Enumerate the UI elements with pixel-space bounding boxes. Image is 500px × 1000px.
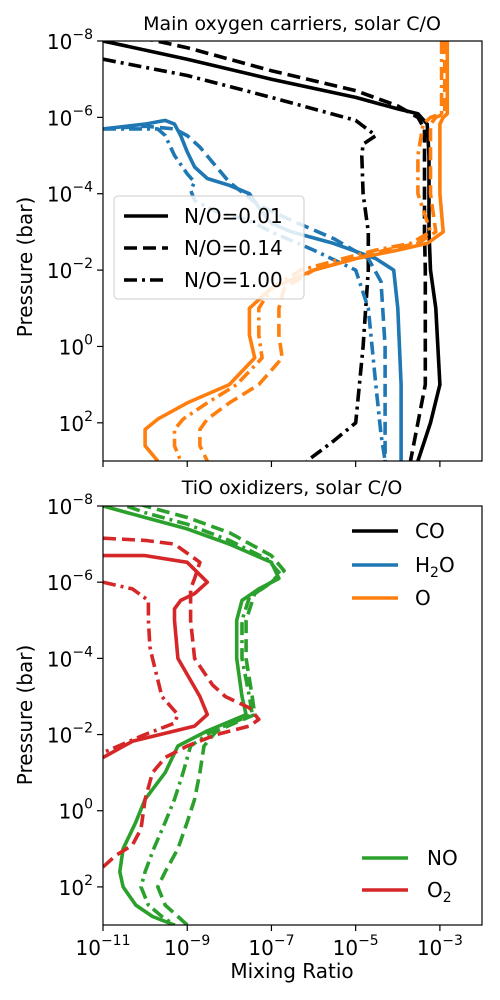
- top-panel-x-ticks: [102, 461, 441, 467]
- x-tick-base: 10: [248, 936, 273, 960]
- y-tick-label: 10−4: [47, 644, 93, 671]
- bottom-panel-series: [103, 506, 286, 925]
- y-tick-label: 10−8: [47, 27, 93, 54]
- top-panel-legend: N/O=0.01 N/O=0.14 N/O=1.00: [113, 195, 305, 300]
- top-panel-series: [103, 41, 450, 461]
- y-tick-base: 10: [59, 335, 84, 359]
- legend-box: [113, 195, 305, 300]
- series-o2-dashed-4: [103, 536, 261, 869]
- x-tick-exponent: −7: [274, 933, 295, 949]
- y-tick-base: 10: [47, 30, 72, 54]
- bottom-panel-ylabel: Pressure (bar): [13, 645, 37, 786]
- legend-label-h2o-h: H: [415, 553, 430, 577]
- legend-label-no: NO: [427, 846, 458, 870]
- x-tick-exponent: −9: [190, 933, 211, 949]
- y-tick-base: 10: [59, 876, 84, 900]
- y-tick-base: 10: [47, 571, 72, 595]
- y-tick-exponent: 2: [84, 409, 93, 425]
- y-tick-exponent: 0: [84, 332, 93, 348]
- x-tick-base: 10: [417, 936, 442, 960]
- y-tick-label: 100: [59, 797, 93, 824]
- legend-label-no-0.01: N/O=0.01: [184, 204, 283, 228]
- y-tick-base: 10: [59, 412, 84, 436]
- y-tick-exponent: −8: [72, 27, 93, 43]
- species-legend-top: CO H2O O: [352, 519, 455, 610]
- legend-label-h2o-o: O: [439, 553, 455, 577]
- legend-label-co: CO: [415, 519, 445, 543]
- y-tick-base: 10: [47, 724, 72, 748]
- series-o2-dashdot-5: [103, 580, 180, 755]
- legend-label-no-1.00: N/O=1.00: [184, 268, 283, 292]
- y-tick-base: 10: [47, 495, 72, 519]
- x-tick-base: 10: [76, 936, 101, 960]
- legend-label-o: O: [415, 586, 431, 610]
- series-co-dashed-1: [147, 41, 428, 461]
- legend-label-h2o: H2O: [415, 553, 455, 581]
- x-tick-label: 10−3: [417, 933, 463, 960]
- series-h2o-dashed-4: [103, 124, 387, 461]
- series-o-solid-6: [143, 41, 450, 461]
- y-tick-label: 10−6: [47, 103, 93, 130]
- legend-label-h2o-sub: 2: [430, 565, 439, 581]
- x-tick-label: 10−9: [164, 933, 210, 960]
- top-panel: Main oxygen carriers, solar C/O Pressure…: [13, 13, 483, 467]
- y-tick-exponent: 2: [84, 873, 93, 889]
- species-legend-bottom: NO O2: [362, 846, 458, 906]
- y-tick-exponent: −4: [72, 180, 93, 196]
- bottom-panel-frame: [102, 505, 483, 926]
- x-tick-exponent: −3: [442, 933, 463, 949]
- y-tick-base: 10: [47, 106, 72, 130]
- top-panel-frame: [102, 40, 483, 462]
- series-o-dashdot-8: [172, 41, 444, 461]
- top-panel-title: Main oxygen carriers, solar C/O: [143, 13, 441, 35]
- x-tick-label: 10−7: [248, 933, 294, 960]
- y-tick-label: 10−2: [47, 721, 93, 748]
- x-tick-label: 10−5: [333, 933, 379, 960]
- series-co-dashdot-2: [103, 57, 378, 461]
- y-tick-exponent: 0: [84, 797, 93, 813]
- x-tick-exponent: −5: [358, 933, 379, 949]
- x-tick-label: 10−11: [76, 933, 131, 960]
- y-tick-label: 10−4: [47, 180, 93, 207]
- y-tick-exponent: −4: [72, 644, 93, 660]
- legend-label-o2-sub: 2: [443, 890, 452, 906]
- x-tick-base: 10: [333, 936, 358, 960]
- y-tick-label: 10−8: [47, 492, 93, 519]
- bottom-panel: TiO oxidizers, solar C/O Pressure (bar) …: [13, 477, 483, 983]
- legend-label-no-0.14: N/O=0.14: [184, 236, 283, 260]
- y-tick-label: 102: [59, 409, 93, 436]
- series-o2-solid-3: [103, 553, 210, 760]
- y-tick-base: 10: [47, 259, 72, 283]
- y-tick-base: 10: [47, 183, 72, 207]
- x-tick-exponent: −11: [101, 933, 131, 949]
- bottom-panel-xlabel: Mixing Ratio: [230, 959, 353, 983]
- y-tick-label: 102: [59, 873, 93, 900]
- legend-label-o2: O2: [427, 878, 452, 906]
- y-tick-exponent: −6: [72, 103, 93, 119]
- y-tick-label: 10−6: [47, 568, 93, 595]
- y-tick-exponent: −2: [72, 256, 93, 272]
- y-tick-label: 100: [59, 332, 93, 359]
- y-tick-exponent: −6: [72, 568, 93, 584]
- y-tick-exponent: −2: [72, 721, 93, 737]
- x-tick-base: 10: [164, 936, 189, 960]
- y-tick-exponent: −8: [72, 492, 93, 508]
- series-o-dashed-7: [198, 41, 447, 461]
- top-panel-ylabel: Pressure (bar): [13, 197, 37, 338]
- y-tick-label: 10−2: [47, 256, 93, 283]
- bottom-panel-title: TiO oxidizers, solar C/O: [181, 477, 403, 499]
- bottom-panel-x-ticks: 10−11 10−9 10−7 10−5 10−3: [76, 925, 463, 960]
- y-tick-base: 10: [47, 647, 72, 671]
- y-tick-base: 10: [59, 800, 84, 824]
- series-h2o-solid-3: [103, 118, 403, 461]
- series-no-dashdot-2: [121, 506, 282, 925]
- legend-label-o2-o: O: [427, 878, 443, 902]
